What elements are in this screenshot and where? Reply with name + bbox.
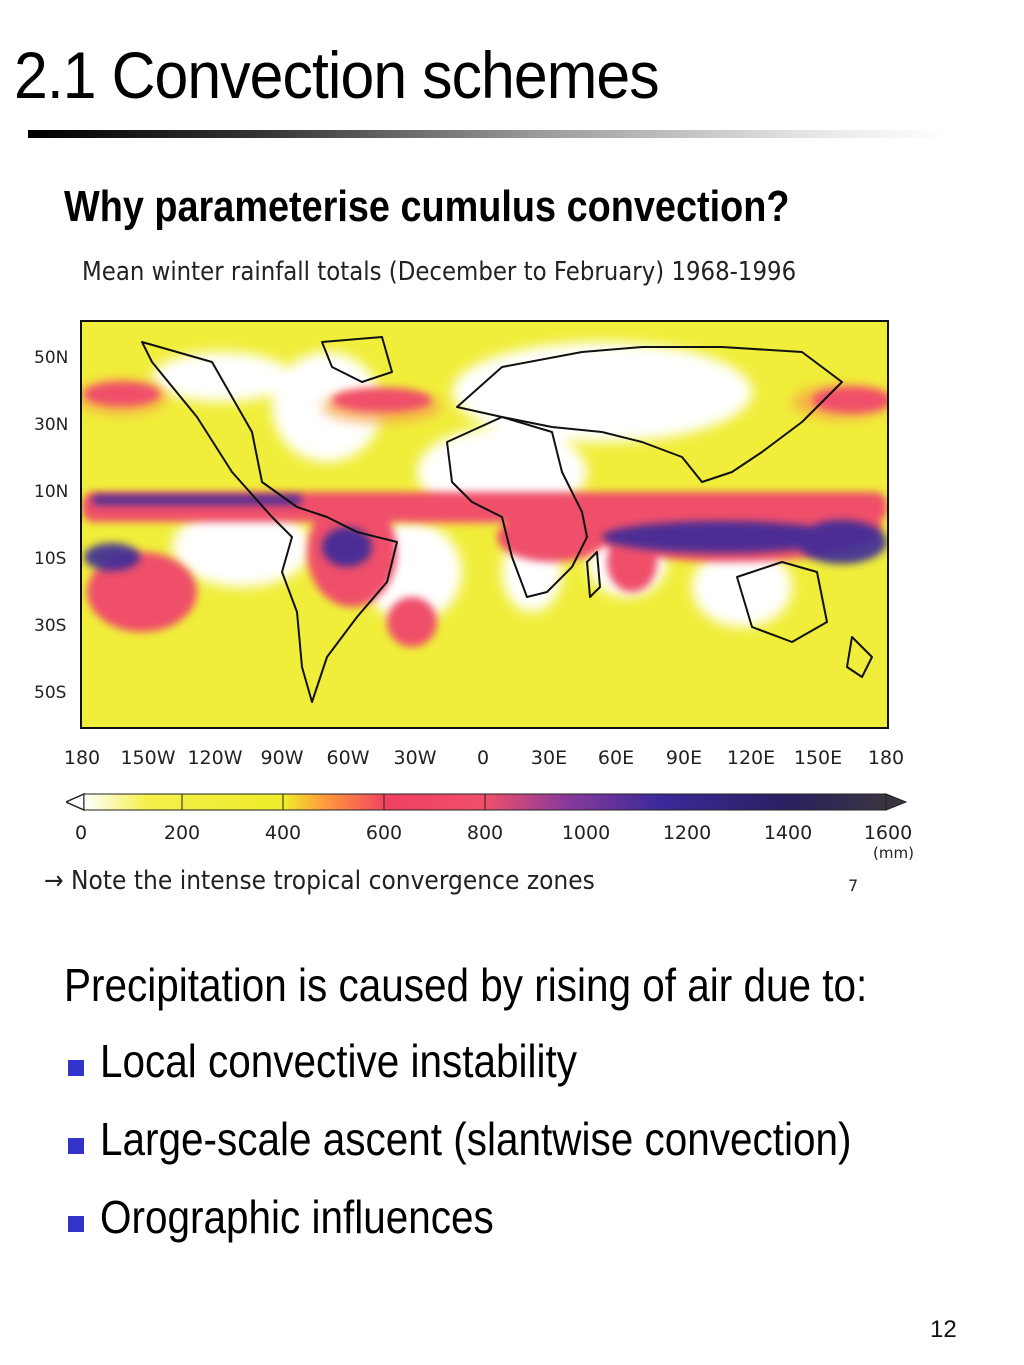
lat-label-50n: 50N: [34, 348, 69, 368]
figure-note: → Note the intense tropical convergence …: [44, 866, 595, 896]
lat-label-50s: 50S: [34, 683, 67, 703]
colorbar-label: 1400: [763, 822, 813, 844]
lat-label-10s: 10S: [34, 549, 67, 569]
colorbar-label: 1200: [662, 822, 712, 844]
lon-label: 180: [867, 747, 905, 769]
lat-label-30n: 30N: [34, 415, 69, 435]
lon-label: 90W: [260, 747, 304, 769]
lat-label-30s: 30S: [34, 616, 67, 636]
slide-subtitle: Why parameterise cumulus convection?: [64, 182, 790, 231]
lon-label: 0: [476, 747, 490, 769]
lat-label-10n: 10N: [34, 482, 69, 502]
square-bullet-icon: [68, 1060, 84, 1076]
title-rule: [28, 130, 948, 138]
colorbar-label: 400: [264, 822, 302, 844]
lon-label: 120E: [726, 747, 776, 769]
lon-label: 150W: [120, 747, 176, 769]
lon-label: 30E: [530, 747, 568, 769]
bullet-text: Large-scale ascent (slantwise convection…: [100, 1113, 852, 1165]
rainfall-map: [80, 320, 889, 729]
slide-title: 2.1 Convection schemes: [14, 38, 660, 112]
lon-label: 60W: [326, 747, 370, 769]
colorbar-label: 200: [163, 822, 201, 844]
colorbar-label: 600: [365, 822, 403, 844]
figure-number: 7: [848, 876, 859, 895]
colorbar-label: 1600: [863, 822, 913, 844]
lon-label: 90E: [665, 747, 703, 769]
bullet-text: Orographic influences: [100, 1191, 494, 1243]
square-bullet-icon: [68, 1216, 84, 1232]
lon-label: 60E: [597, 747, 635, 769]
rainfall-figure: Mean winter rainfall totals (December to…: [30, 250, 930, 910]
lon-label: 120W: [187, 747, 243, 769]
lon-label: 150E: [793, 747, 843, 769]
figure-title: Mean winter rainfall totals (December to…: [82, 257, 797, 287]
square-bullet-icon: [68, 1138, 84, 1154]
colorbar-unit: (mm): [873, 844, 914, 862]
rainfall-map-graphic: [82, 322, 887, 727]
lon-label: 30W: [393, 747, 437, 769]
colorbar-label: 1000: [561, 822, 611, 844]
bullet-text: Local convective instability: [100, 1035, 578, 1087]
lon-label: 180: [63, 747, 101, 769]
rainfall-colorbar: [66, 792, 908, 812]
colorbar-label: 0: [74, 822, 88, 844]
colorbar-label: 800: [466, 822, 504, 844]
page-number: 12: [930, 1316, 957, 1343]
body-intro: Precipitation is caused by rising of air…: [64, 959, 868, 1011]
